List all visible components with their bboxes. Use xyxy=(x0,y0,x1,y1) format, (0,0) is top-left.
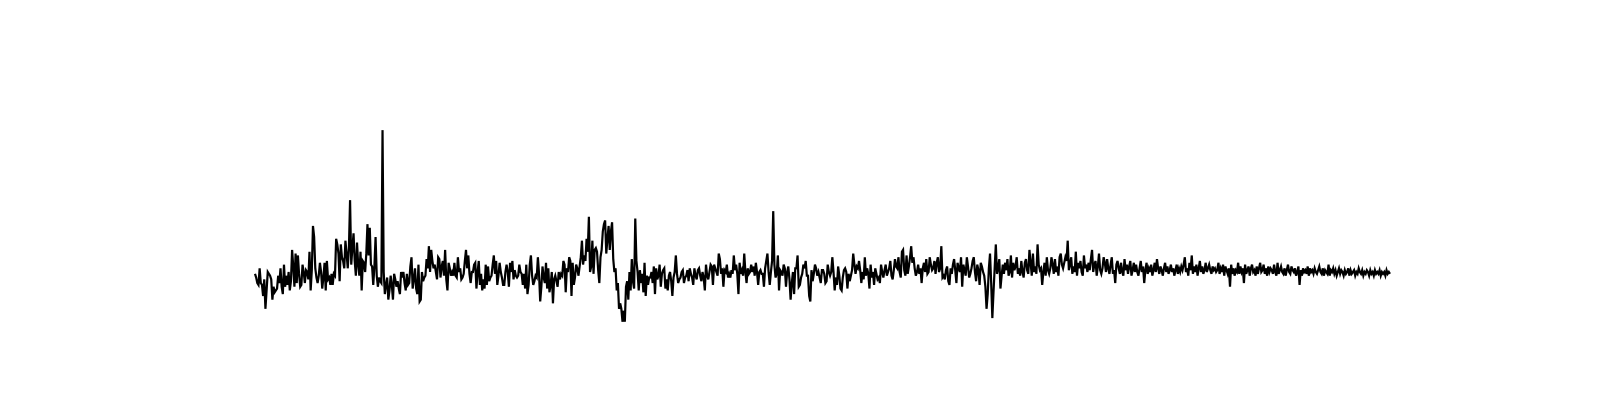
series-line xyxy=(253,130,1391,322)
